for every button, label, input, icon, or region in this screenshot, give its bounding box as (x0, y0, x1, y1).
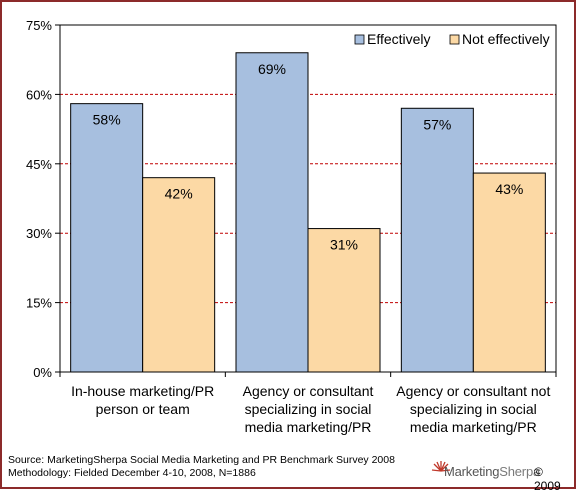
data-label: 42% (165, 186, 193, 202)
logo-wordmark: MarketingSherpa (444, 464, 540, 479)
sunburst-logo-icon (431, 461, 451, 472)
y-tick-label: 60% (26, 87, 52, 102)
data-label: 69% (258, 61, 286, 77)
bar (400, 107, 474, 373)
bar (70, 103, 144, 373)
chart-footer: Source: MarketingSherpa Social Media Mar… (8, 454, 395, 480)
legend-label: Effectively (367, 31, 431, 47)
x-tick-label: Agency or consultant not (396, 383, 550, 399)
marketingsherpa-logo: MarketingSherpa © 2009 (430, 458, 570, 493)
bar (472, 172, 546, 373)
bar (235, 52, 309, 373)
y-tick-label: 15% (26, 296, 52, 311)
y-tick-label: 45% (26, 157, 52, 172)
plot-border (59, 24, 557, 373)
x-tick-label: In-house marketing/PR (71, 383, 214, 399)
bar (142, 177, 216, 373)
x-tick-label: media marketing/PR (410, 419, 537, 435)
legend-swatch (449, 34, 460, 45)
x-tick-label: media marketing/PR (245, 419, 372, 435)
logo-brand-a: Marketing (444, 464, 500, 479)
methodology-note: Methodology: Fielded December 4-10, 2008… (8, 467, 256, 479)
y-tick-label: 75% (26, 18, 52, 33)
legend-label: Not effectively (462, 31, 550, 47)
legend-swatch (354, 34, 365, 45)
source-note: Source: MarketingSherpa Social Media Mar… (8, 454, 395, 466)
data-label: 43% (495, 181, 523, 197)
data-label: 57% (423, 116, 451, 132)
x-tick-label: specializing in social (245, 401, 372, 417)
data-label: 58% (93, 112, 121, 128)
data-label: 31% (330, 237, 358, 253)
x-tick-label: specializing in social (410, 401, 537, 417)
y-tick-label: 0% (33, 365, 52, 380)
y-tick-label: 30% (26, 226, 52, 241)
x-tick-label: person or team (96, 401, 190, 417)
logo-brand-b: Sherpa (499, 464, 541, 479)
x-tick-label: Agency or consultant (243, 383, 374, 399)
